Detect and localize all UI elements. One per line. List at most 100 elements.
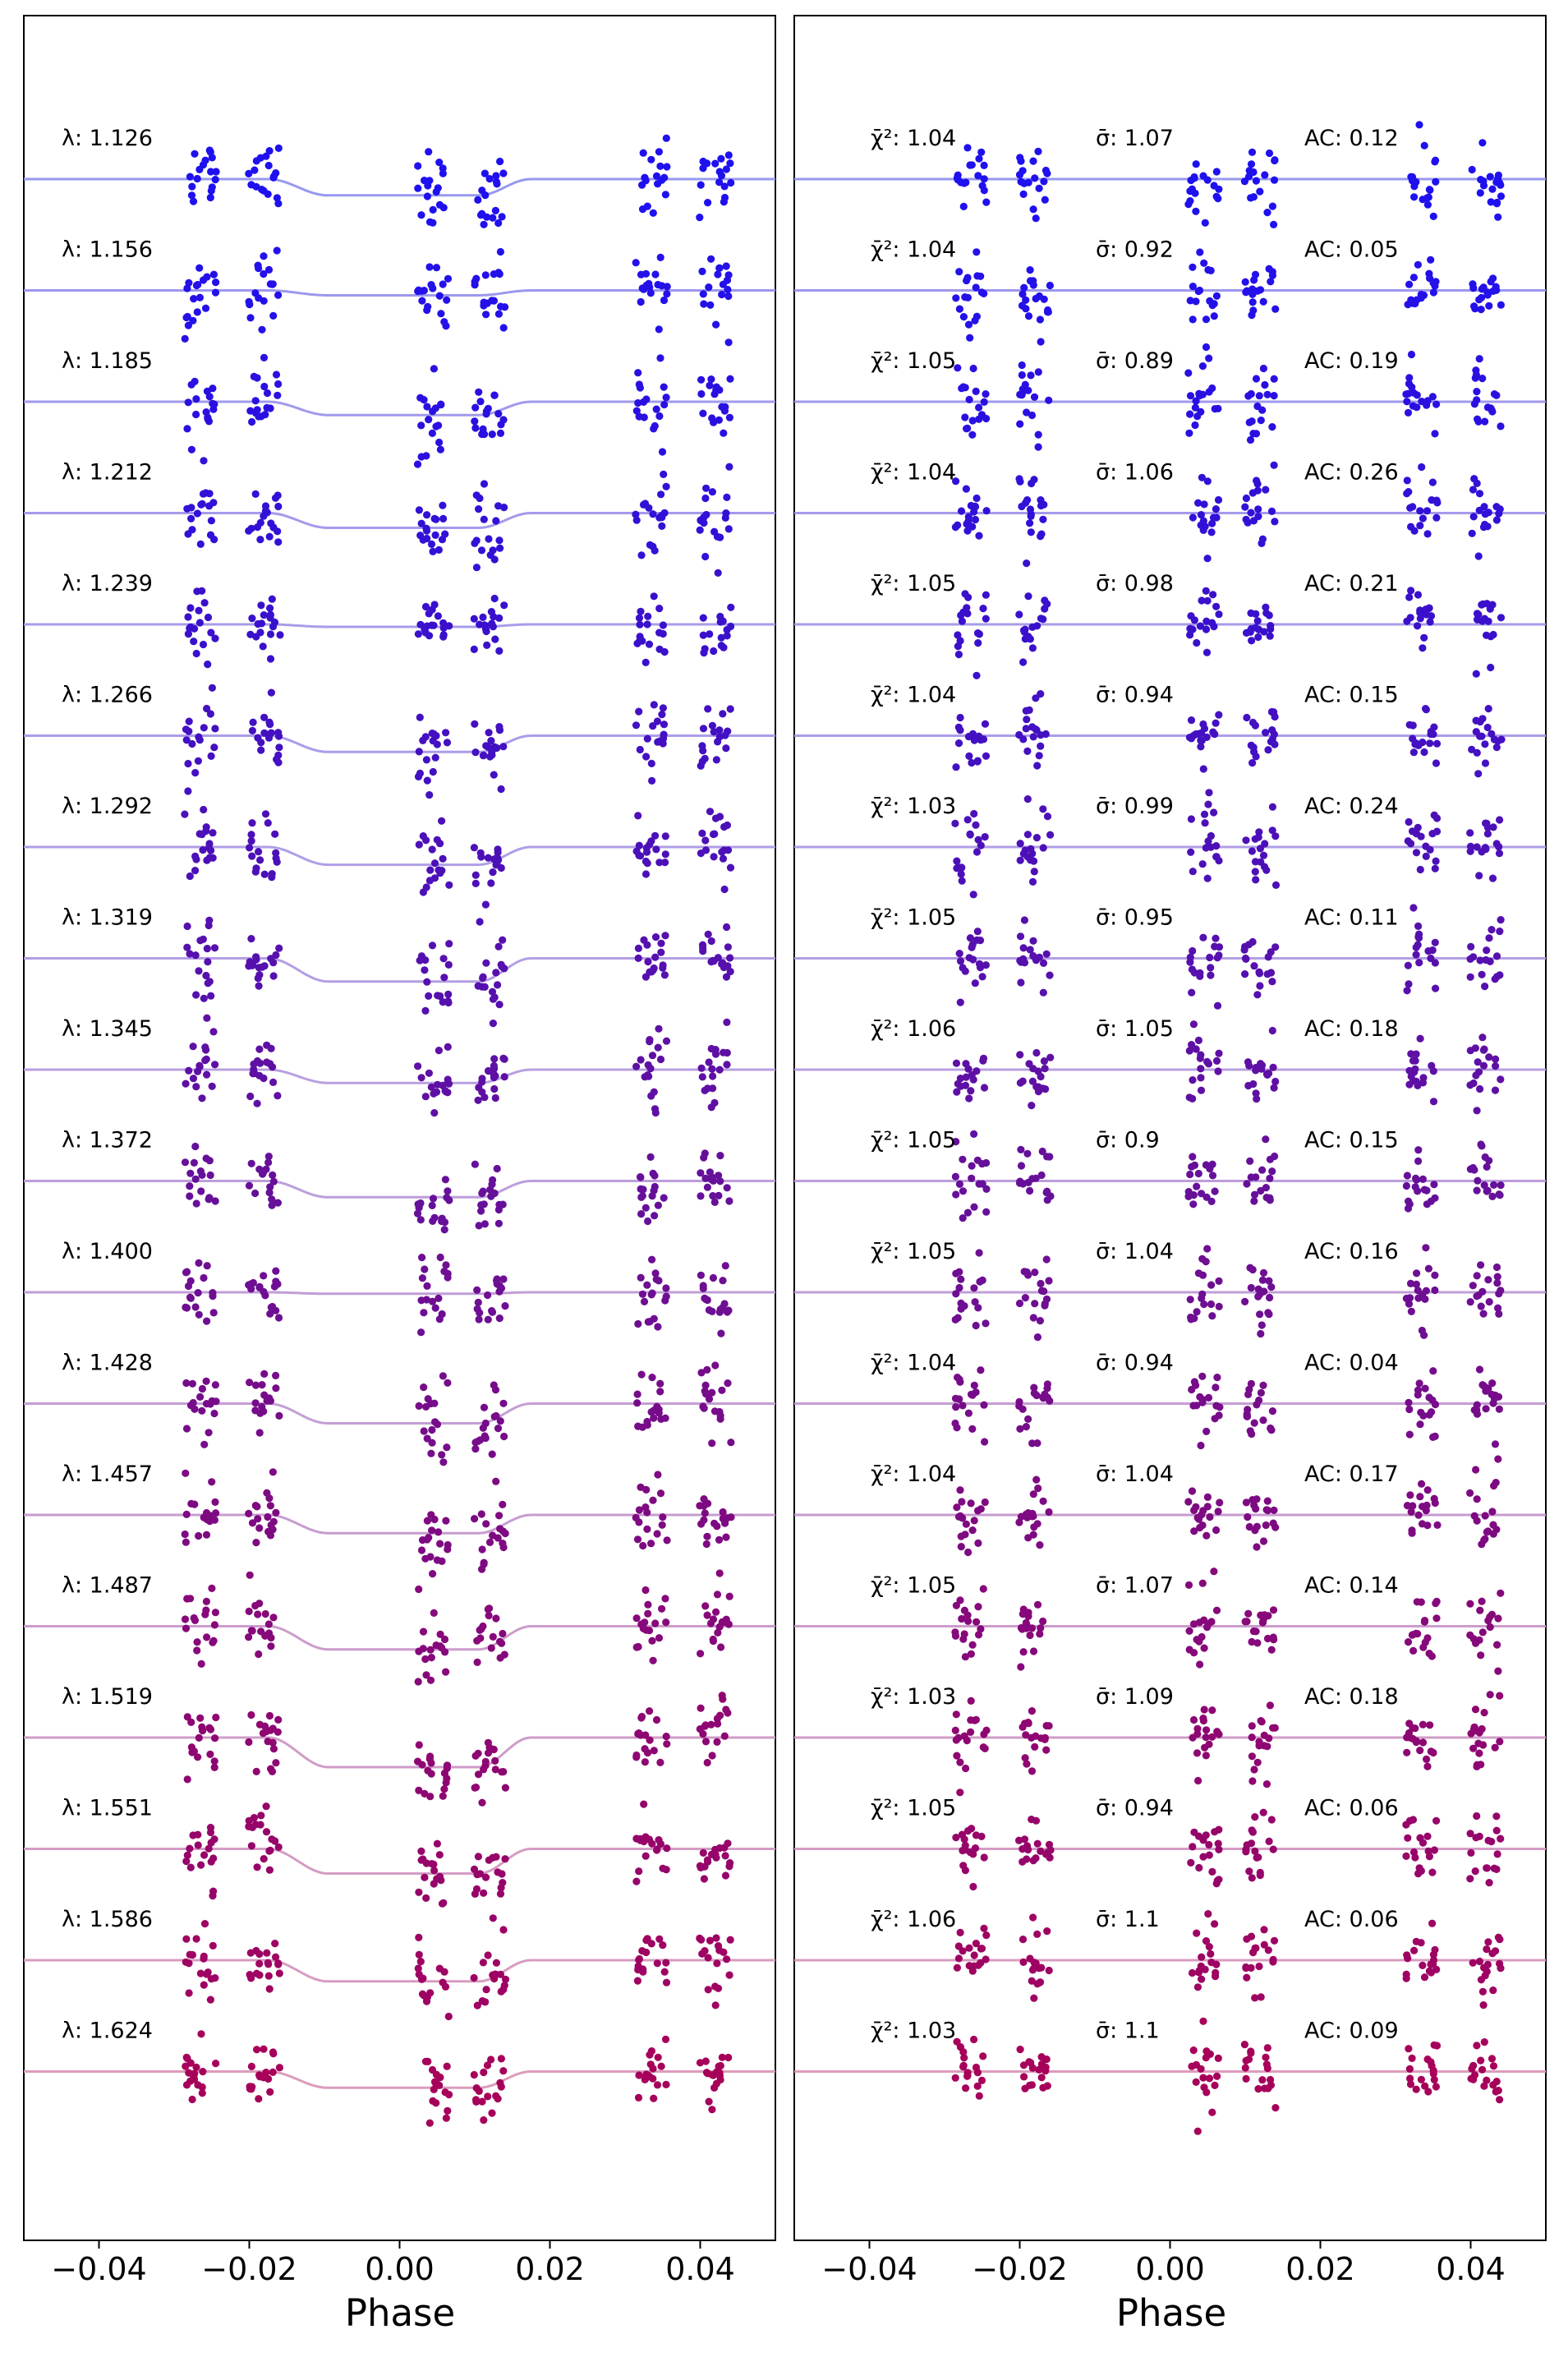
- residual-point: [1487, 663, 1495, 672]
- residual-point: [1214, 1508, 1222, 1516]
- residual-point: [1270, 375, 1278, 383]
- residual-point: [1039, 988, 1047, 997]
- light-curve-point: [490, 771, 498, 779]
- light-curve-point: [206, 1828, 215, 1837]
- sigma-stat: σ̄: 1.09: [1096, 1684, 1174, 1710]
- residual-point: [1203, 176, 1212, 184]
- residual-point: [1466, 1600, 1474, 1608]
- residual-point: [1247, 194, 1255, 202]
- residual-point: [1423, 1762, 1432, 1770]
- residual-point: [1433, 1521, 1442, 1529]
- autocorrelation-stat: AC: 0.12: [1304, 126, 1399, 151]
- light-curve-point: [252, 182, 260, 191]
- light-curve-point: [428, 621, 436, 629]
- light-curve-point: [262, 1165, 270, 1173]
- residual-point: [1409, 503, 1417, 511]
- residual-point: [1423, 1186, 1431, 1195]
- light-curve-point: [189, 1075, 198, 1083]
- light-curve-point: [274, 538, 283, 546]
- light-curve-point: [201, 1610, 209, 1618]
- light-curve-point: [247, 831, 255, 839]
- light-curve-point: [431, 1304, 439, 1312]
- light-curve-point: [205, 1157, 214, 1165]
- residual-point: [1414, 1287, 1422, 1295]
- residual-point: [1405, 488, 1413, 496]
- residual-point: [1268, 1026, 1276, 1035]
- light-curve-point: [430, 2085, 438, 2093]
- residual-point: [1260, 1731, 1268, 1739]
- light-curve-point: [483, 641, 491, 650]
- light-curve-point: [495, 1001, 504, 1009]
- residual-point: [973, 757, 982, 765]
- light-curve-point: [705, 1058, 713, 1066]
- residual-point: [1405, 1405, 1414, 1414]
- residual-point: [1256, 982, 1264, 990]
- residual-point: [1405, 2065, 1414, 2073]
- residual-point: [1493, 1641, 1501, 1649]
- light-curve-point: [710, 728, 718, 736]
- residual-point: [975, 960, 984, 968]
- sigma-stat: σ̄: 1.1: [1096, 1907, 1160, 1932]
- light-curve-point: [474, 982, 482, 990]
- light-curve-point: [496, 1970, 505, 1978]
- light-curve-point: [186, 1294, 195, 1302]
- residual-point: [1262, 1506, 1271, 1514]
- residual-point: [1202, 617, 1211, 625]
- residual-point: [1212, 168, 1221, 176]
- light-curve-point: [442, 1779, 450, 1787]
- light-curve-point: [715, 2062, 723, 2070]
- residual-point: [953, 2037, 961, 2046]
- residual-point: [1045, 1966, 1053, 1975]
- residual-point: [1203, 1493, 1212, 1501]
- residual-point: [1268, 423, 1276, 431]
- light-curve-point: [724, 292, 733, 301]
- light-curve-point: [496, 1637, 504, 1646]
- sigma-stat: σ̄: 1.04: [1096, 1239, 1174, 1264]
- residual-point: [1475, 1365, 1484, 1374]
- wavelength-label: λ: 1.519: [62, 1684, 153, 1710]
- residual-point: [1042, 1255, 1051, 1264]
- residual-point: [1406, 2080, 1415, 2088]
- light-curve-point: [712, 1934, 720, 1942]
- light-curve-point: [435, 159, 444, 167]
- light-curve-point: [444, 960, 453, 969]
- residual-point: [1043, 1927, 1051, 1936]
- residual-point: [1423, 1521, 1432, 1530]
- residual-point: [1015, 730, 1023, 739]
- residual-point: [1200, 1644, 1208, 1652]
- residual-point: [1270, 220, 1278, 228]
- light-curve-point: [719, 280, 728, 288]
- residual-point: [1188, 1041, 1196, 1049]
- light-curve-point: [726, 1936, 734, 1944]
- residual-point: [1258, 1718, 1266, 1726]
- residual-point: [1198, 1521, 1207, 1530]
- residual-point: [1423, 1832, 1432, 1840]
- light-curve-point: [274, 729, 283, 737]
- light-curve-point: [697, 1271, 706, 1279]
- model-light-curve: [24, 957, 775, 983]
- light-curve-point: [198, 831, 206, 839]
- residual-point: [1205, 354, 1213, 362]
- light-curve-point: [477, 853, 485, 861]
- light-curve-point: [641, 1731, 650, 1739]
- light-curve-point: [199, 640, 208, 649]
- residual-point: [1196, 622, 1204, 630]
- light-curve-point: [660, 971, 669, 979]
- light-curve-point: [202, 408, 210, 417]
- light-curve-point: [260, 1272, 268, 1280]
- light-curve-point: [657, 2062, 665, 2070]
- light-curve-point: [414, 1678, 422, 1686]
- light-curve-point: [697, 1064, 706, 1072]
- model-light-curve: [24, 1848, 775, 1875]
- light-curve-point: [491, 1756, 499, 1765]
- light-curve-point: [269, 1745, 278, 1753]
- residual-point: [1030, 1994, 1038, 2002]
- light-curve-point: [195, 1062, 204, 1070]
- residual-point: [1241, 503, 1249, 511]
- light-curve-point: [474, 1749, 482, 1757]
- residual-point: [1244, 1081, 1253, 1090]
- light-curve-point: [200, 1981, 208, 1989]
- light-curve-point: [697, 1169, 705, 1177]
- light-curve-point: [697, 849, 706, 858]
- light-curve-point: [420, 1991, 428, 2000]
